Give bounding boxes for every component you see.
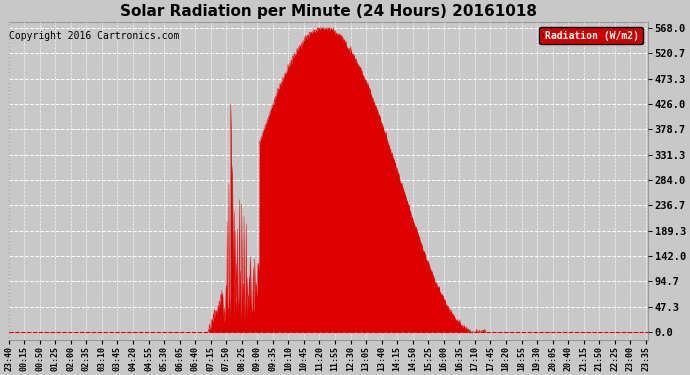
Text: Copyright 2016 Cartronics.com: Copyright 2016 Cartronics.com (9, 31, 179, 41)
Title: Solar Radiation per Minute (24 Hours) 20161018: Solar Radiation per Minute (24 Hours) 20… (119, 4, 537, 19)
Legend: Radiation (W/m2): Radiation (W/m2) (539, 27, 643, 44)
